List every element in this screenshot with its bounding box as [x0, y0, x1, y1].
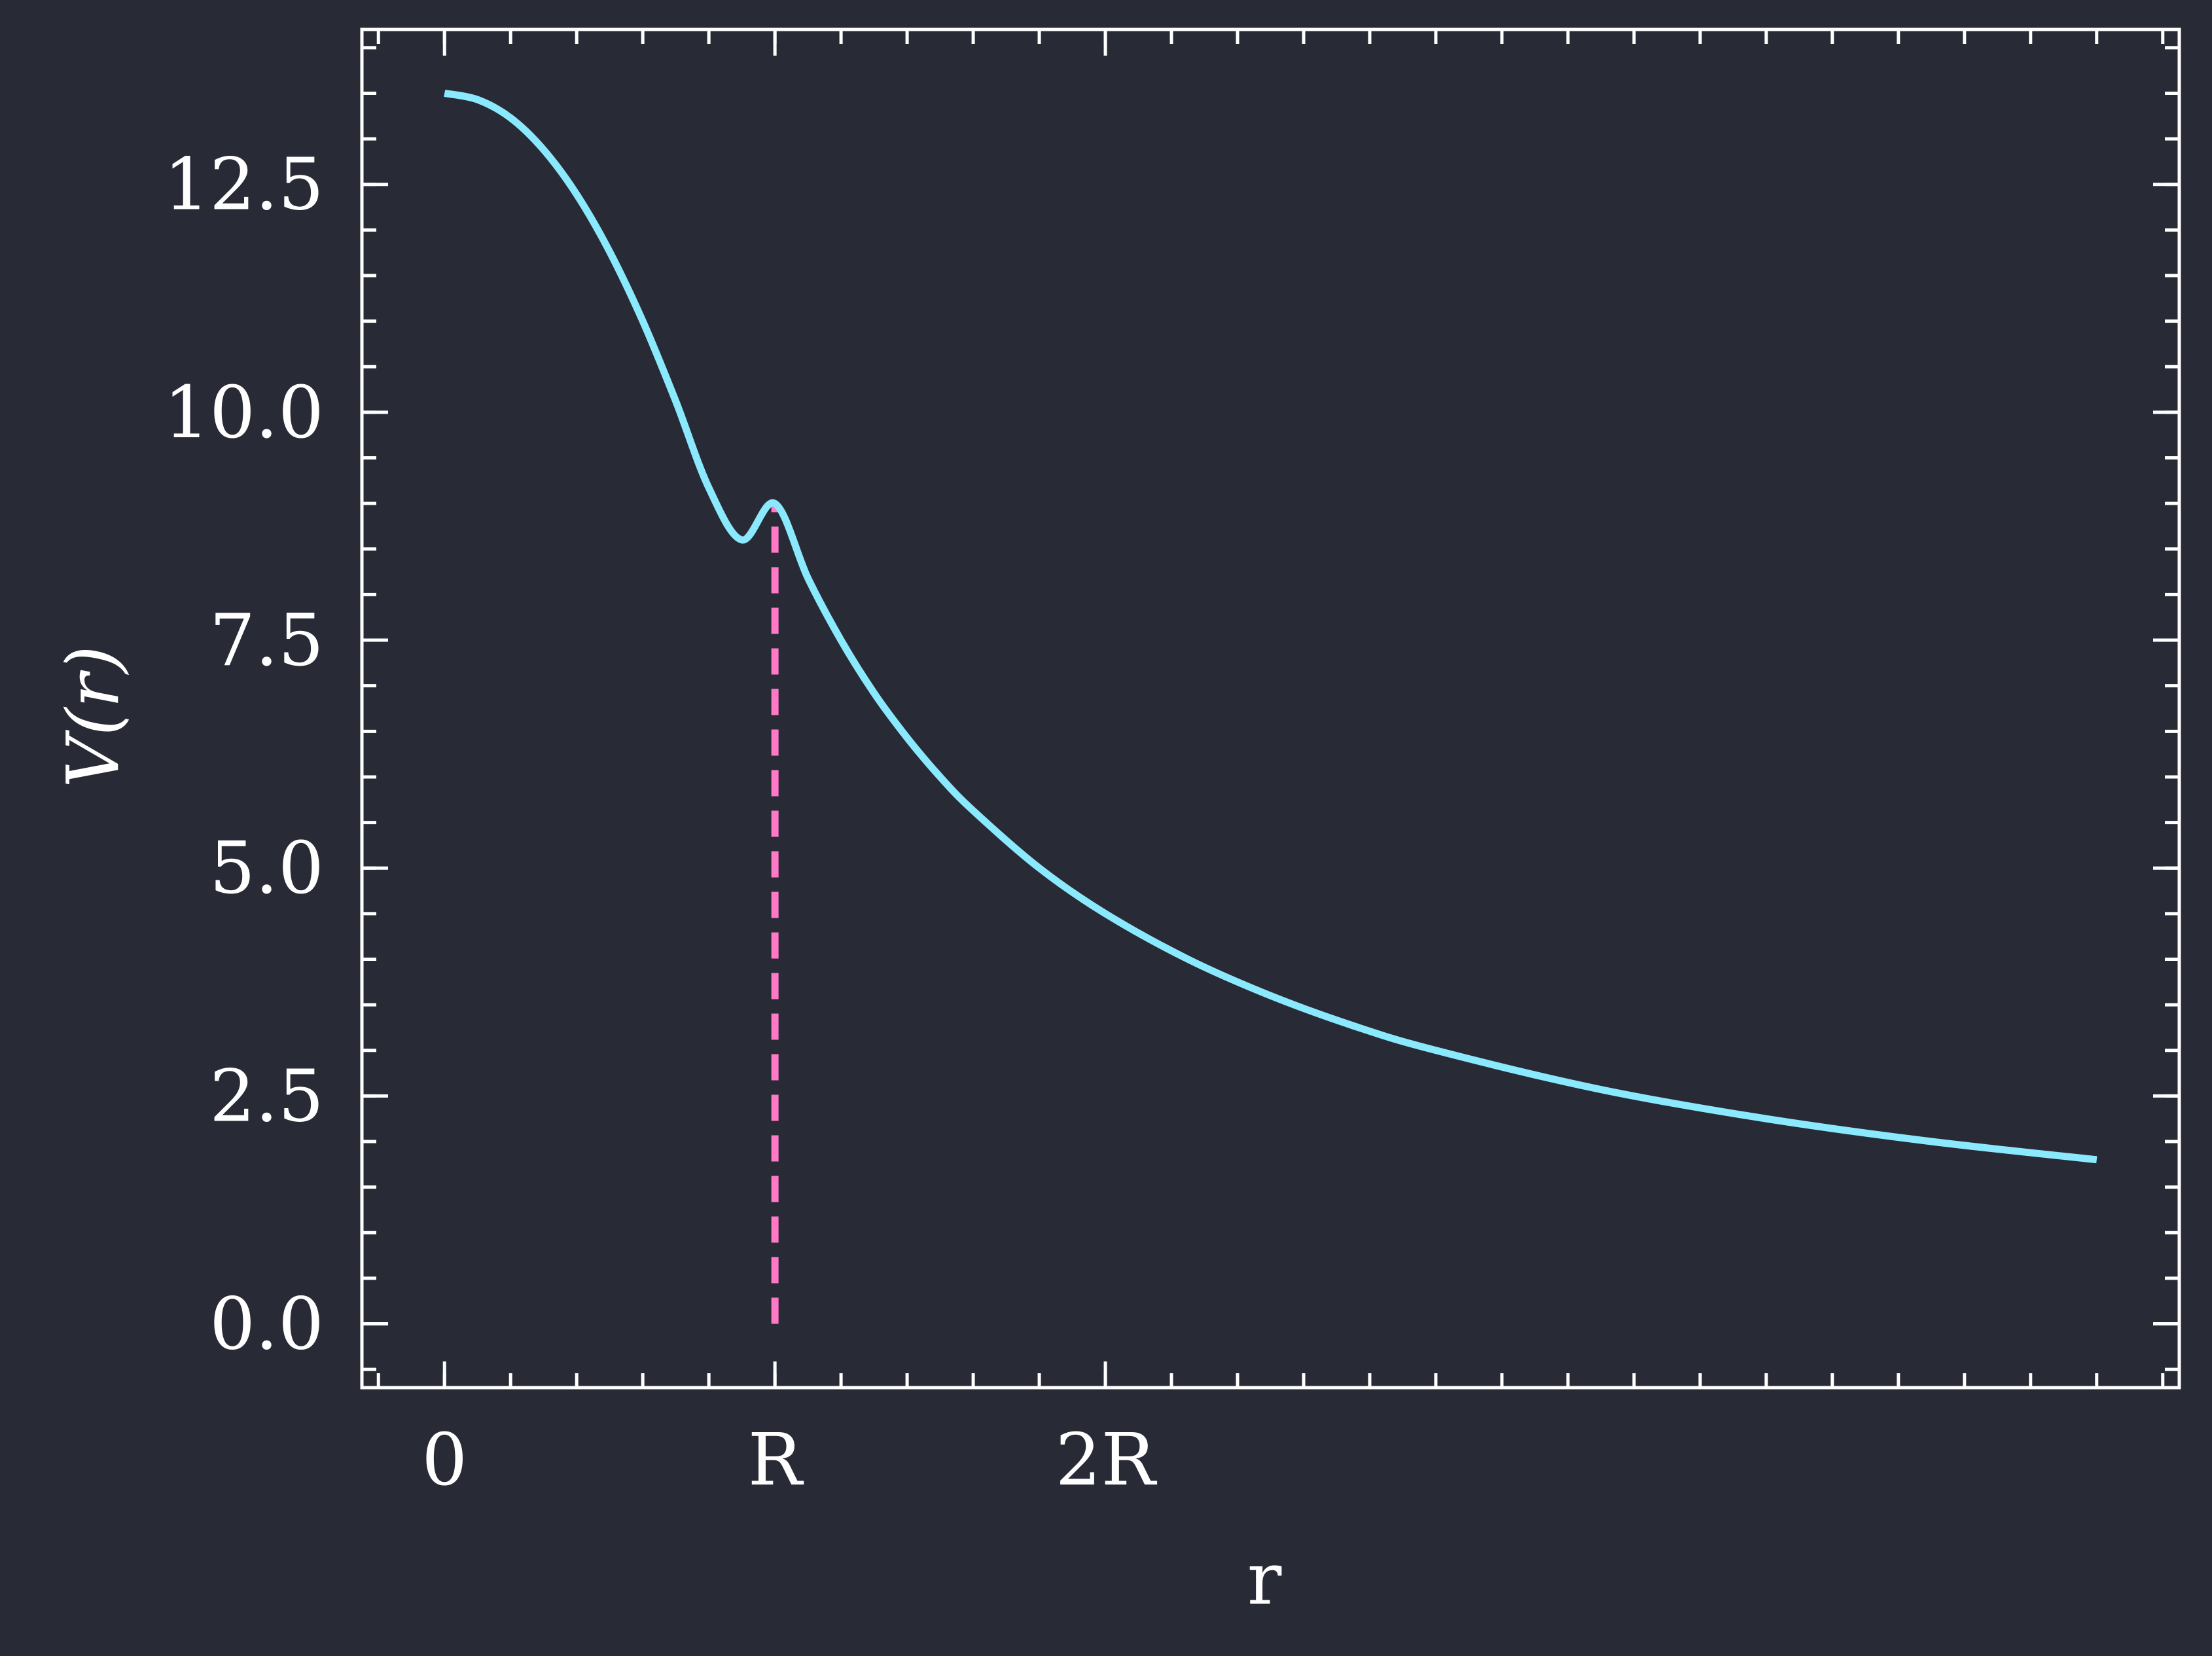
y-tick-label: 0.0 [209, 1282, 324, 1366]
y-axis-label: V(r) [51, 645, 135, 788]
y-tick-label: 10.0 [164, 370, 324, 454]
x-axis-label: r [1247, 1537, 1282, 1621]
axes-frame [360, 27, 2181, 1390]
y-tick-label: 2.5 [209, 1054, 324, 1138]
x-tick-label: R [748, 1418, 804, 1502]
y-tick-label: 12.5 [164, 143, 324, 226]
plot-area: 0 R 2R 0.0 2.5 5.0 7.5 10.0 12.5 [164, 27, 2181, 1502]
potential-curve [444, 90, 2097, 1164]
x-tick-label: 0 [421, 1418, 467, 1502]
x-tick-label: 2R [1056, 1418, 1158, 1502]
y-tick-label: 7.5 [209, 598, 324, 682]
y-tick-label: 5.0 [209, 826, 324, 910]
